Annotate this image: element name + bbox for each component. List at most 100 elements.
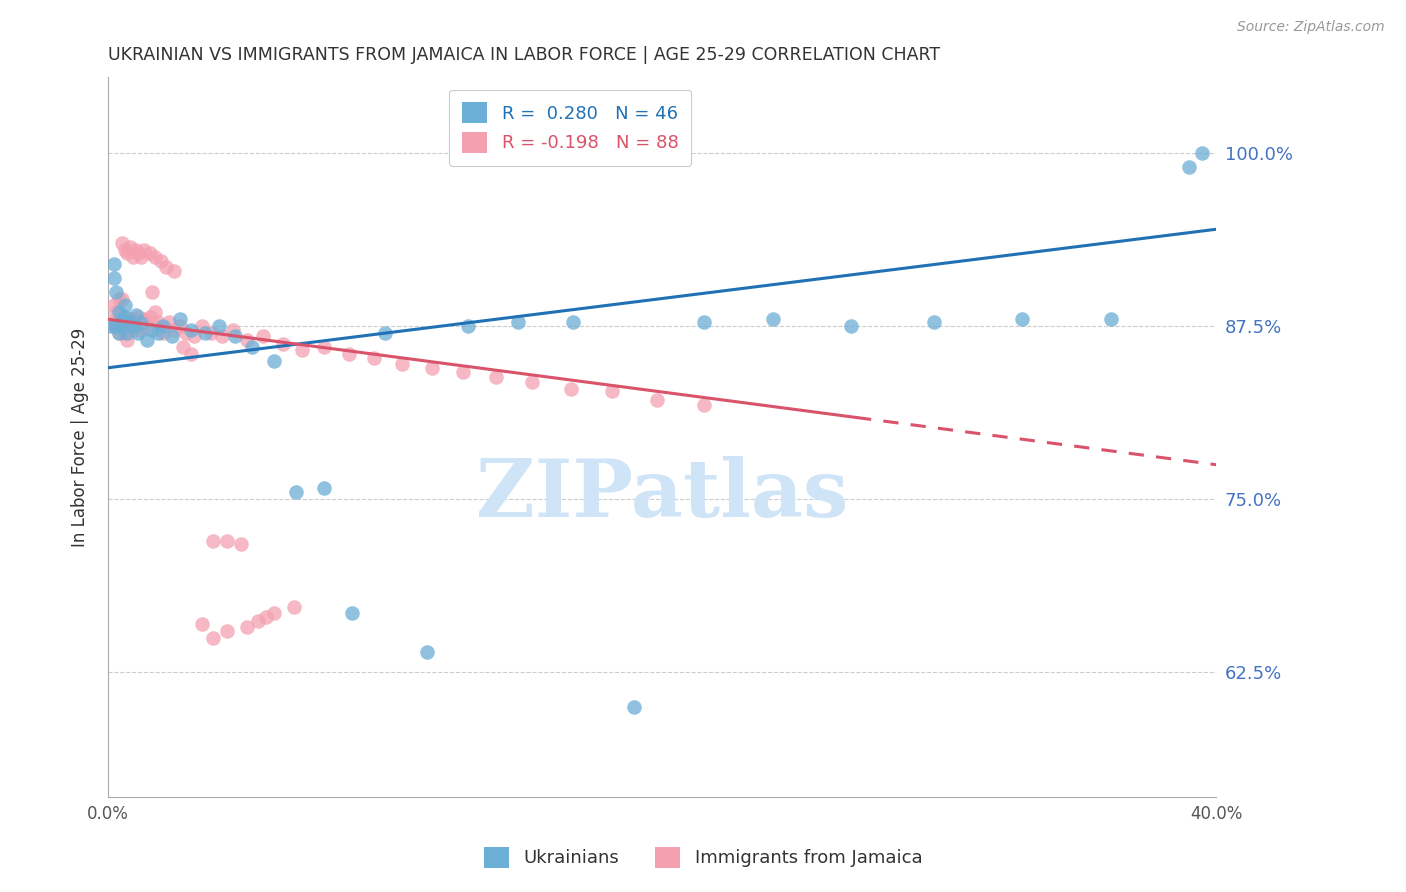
Point [263,606,285,620]
Point [129,315,152,329]
Point [122,323,145,337]
Point [138,310,160,324]
Point [1099,312,1122,326]
Point [174,326,197,340]
Point [180,347,202,361]
Point [114,315,136,329]
Point [457,319,479,334]
Point [211,329,233,343]
Point [141,285,163,299]
Point [117,245,139,260]
Point [141,323,163,337]
Point [108,292,131,306]
Point [200,326,222,340]
Point [100,319,122,334]
Point [169,319,191,334]
Point [391,357,413,371]
Point [762,312,785,326]
Point [337,347,360,361]
Point [117,326,139,340]
Point [127,319,149,334]
Point [560,382,582,396]
Point [103,319,125,334]
Point [129,250,152,264]
Point [132,315,155,329]
Point [105,319,128,334]
Point [132,312,155,326]
Point [235,620,257,634]
Point [125,319,148,334]
Point [1191,146,1213,161]
Y-axis label: In Labor Force | Age 25-29: In Labor Force | Age 25-29 [72,327,89,547]
Point [163,264,186,278]
Point [146,326,169,340]
Point [105,305,128,319]
Point [103,298,125,312]
Point [127,326,149,340]
Point [127,310,149,324]
Point [111,319,134,334]
Point [246,614,269,628]
Point [146,315,169,329]
Point [314,481,336,495]
Point [135,333,157,347]
Point [108,326,131,340]
Point [202,533,225,548]
Point [122,319,145,334]
Point [155,260,177,274]
Point [149,319,172,334]
Point [235,333,257,347]
Point [520,375,543,389]
Point [111,319,134,334]
Point [172,340,194,354]
Legend: Ukrainians, Immigrants from Jamaica: Ukrainians, Immigrants from Jamaica [472,836,934,879]
Point [103,270,125,285]
Point [114,310,136,324]
Point [1011,312,1033,326]
Point [374,326,396,340]
Point [285,485,308,500]
Point [111,236,134,251]
Point [114,310,136,324]
Point [135,319,157,334]
Point [263,354,285,368]
Point [111,312,134,326]
Point [125,315,148,329]
Point [125,243,148,257]
Point [229,536,252,550]
Point [111,315,134,329]
Point [143,305,166,319]
Legend: R =  0.280   N = 46, R = -0.198   N = 88: R = 0.280 N = 46, R = -0.198 N = 88 [450,89,692,166]
Text: ZIPatlas: ZIPatlas [477,456,848,533]
Point [157,315,180,329]
Point [291,343,314,357]
Point [692,398,714,412]
Point [191,319,214,334]
Point [149,254,172,268]
Point [415,645,437,659]
Point [600,384,623,399]
Point [122,312,145,326]
Point [105,319,128,334]
Point [117,315,139,329]
Point [623,700,645,714]
Point [105,285,128,299]
Point [217,533,239,548]
Point [152,319,174,334]
Point [240,340,263,354]
Point [129,317,152,331]
Point [252,329,274,343]
Point [191,617,214,632]
Point [180,323,202,337]
Point [420,360,443,375]
Point [202,631,225,645]
Point [451,365,474,379]
Point [922,315,945,329]
Point [108,305,131,319]
Point [692,315,714,329]
Text: Source: ZipAtlas.com: Source: ZipAtlas.com [1237,20,1385,34]
Point [221,323,243,337]
Point [120,312,142,326]
Point [1177,160,1199,174]
Text: UKRAINIAN VS IMMIGRANTS FROM JAMAICA IN LABOR FORCE | AGE 25-29 CORRELATION CHAR: UKRAINIAN VS IMMIGRANTS FROM JAMAICA IN … [108,46,941,64]
